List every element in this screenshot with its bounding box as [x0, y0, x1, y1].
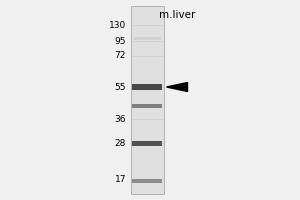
Text: 28: 28	[115, 138, 126, 148]
Text: 72: 72	[115, 51, 126, 60]
Text: 55: 55	[115, 83, 126, 92]
Bar	[132, 104, 162, 108]
Text: 36: 36	[115, 114, 126, 123]
Bar	[134, 37, 160, 40]
Bar	[132, 179, 162, 183]
Text: 95: 95	[115, 36, 126, 46]
Text: 17: 17	[115, 174, 126, 184]
Bar	[132, 140, 162, 146]
FancyArrow shape	[167, 83, 188, 92]
Bar	[132, 84, 162, 90]
Text: m.liver: m.liver	[159, 10, 195, 20]
Text: 130: 130	[109, 21, 126, 29]
Bar	[130, 6, 164, 194]
